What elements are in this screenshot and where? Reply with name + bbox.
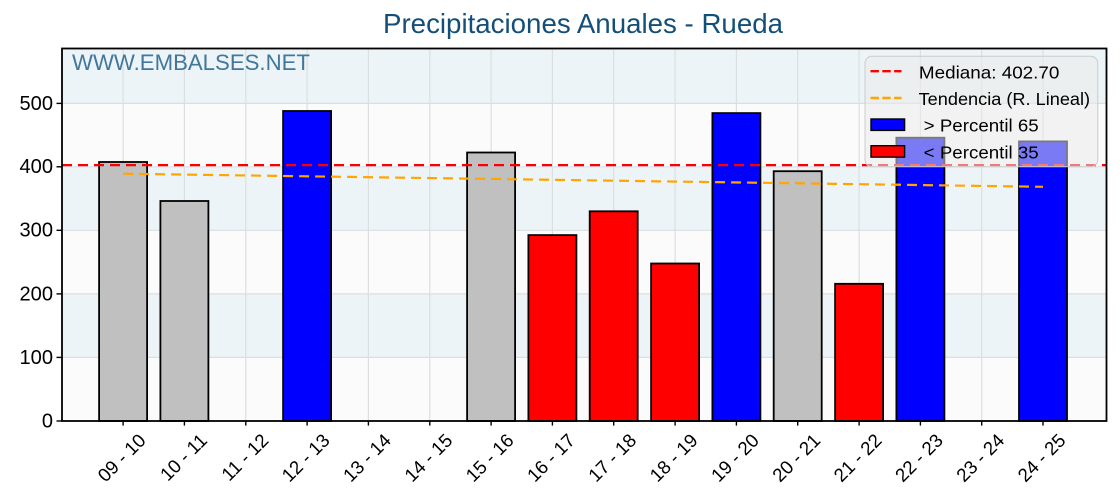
svg-text:> Percentil 65: > Percentil 65 bbox=[924, 116, 1039, 136]
svg-text:400: 400 bbox=[20, 156, 54, 178]
svg-text:100: 100 bbox=[20, 347, 54, 369]
svg-text:300: 300 bbox=[20, 220, 54, 242]
svg-text:WWW.EMBALSES.NET: WWW.EMBALSES.NET bbox=[72, 50, 310, 75]
svg-text:Mediana: 402.70: Mediana: 402.70 bbox=[919, 62, 1060, 82]
svg-text:200: 200 bbox=[20, 283, 54, 305]
svg-text:0: 0 bbox=[42, 410, 53, 432]
svg-text:500: 500 bbox=[20, 93, 54, 115]
svg-text:Tendencia (R. Lineal): Tendencia (R. Lineal) bbox=[919, 89, 1091, 109]
svg-text:< Percentil 35: < Percentil 35 bbox=[924, 142, 1039, 162]
svg-text:Precipitaciones Anuales - Rued: Precipitaciones Anuales - Rueda bbox=[383, 8, 783, 39]
